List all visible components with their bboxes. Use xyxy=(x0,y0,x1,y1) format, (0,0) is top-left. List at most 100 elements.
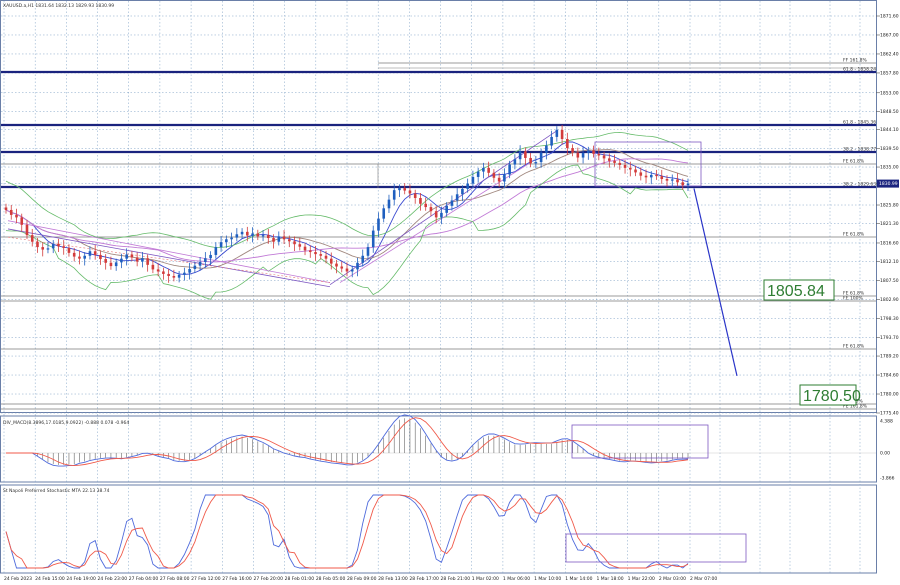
candle-body xyxy=(329,258,333,264)
candle-body xyxy=(665,179,669,181)
time-tick-label: 28 Feb 21:00 xyxy=(441,576,471,582)
time-tick-label: 24 Feb 23:00 xyxy=(98,576,128,582)
candle-body xyxy=(67,247,71,253)
candle-body xyxy=(634,169,637,173)
candle-body xyxy=(655,174,658,177)
target-label-1: 1805.84 xyxy=(767,283,825,300)
candle-body xyxy=(78,256,81,259)
candle-body xyxy=(571,148,574,153)
fib-level-label: 61.8 - 1858.24 xyxy=(843,67,876,73)
target-label-2: 1780.50 xyxy=(803,388,861,405)
candle-body xyxy=(20,217,24,225)
macd-tick-label: 4.388 xyxy=(880,419,893,425)
candle-body xyxy=(120,258,123,263)
candle-body xyxy=(198,261,202,266)
candle-body xyxy=(366,247,370,256)
fib-level-label: FF 161.8% xyxy=(843,58,867,64)
channel-line xyxy=(7,228,331,288)
candle-body xyxy=(508,164,511,175)
candle-body xyxy=(450,200,454,206)
symbol-label: XAUUSD.a,H1 1831.64 1832.13 1829.93 1830… xyxy=(3,3,114,9)
candle-body xyxy=(356,262,359,270)
projection-lines xyxy=(693,188,738,376)
candle-body xyxy=(466,183,469,189)
fib-level-label: 38.2 - 1838.77 xyxy=(843,147,876,153)
price-tick-label: 1844.10 xyxy=(880,127,899,133)
stoch-label: St Napoli Preferred Stochastic MTA 22.13… xyxy=(3,488,110,494)
price-tick-label: 1816.60 xyxy=(880,241,899,247)
time-tick-label: 1 Mar 02:00 xyxy=(472,576,499,582)
candle-body xyxy=(539,152,543,163)
price-tick-label: 1821.30 xyxy=(880,221,899,227)
candle-body xyxy=(240,231,244,235)
price-tick-label: 1775.40 xyxy=(880,411,899,417)
price-tick-label: 1839.50 xyxy=(880,146,899,152)
candle-body xyxy=(398,188,401,191)
candle-body xyxy=(287,239,291,242)
candle-body xyxy=(88,251,92,256)
time-tick-label: 1 Mar 14:00 xyxy=(565,576,592,582)
candle-body xyxy=(9,209,13,215)
candle-body xyxy=(277,236,281,242)
price-tick-label: 1793.70 xyxy=(880,335,899,341)
candle-body xyxy=(93,251,97,255)
candle-body xyxy=(151,264,155,270)
price-overlays xyxy=(5,129,702,300)
candle-body xyxy=(4,207,8,210)
time-tick-label: 27 Feb 12:00 xyxy=(191,576,221,582)
price-tick-label: 1848.50 xyxy=(880,109,899,115)
macd-label: DIV_MACD(8.3896,17.0185,9.0922) -0.888 0… xyxy=(3,420,129,426)
time-tick-label: 27 Feb 16:00 xyxy=(222,576,252,582)
candle-body xyxy=(581,153,585,158)
candle-body xyxy=(529,157,532,164)
candle-body xyxy=(524,151,527,158)
candle-body xyxy=(440,212,443,218)
candle-body xyxy=(256,233,260,237)
price-tick-label: 1857.80 xyxy=(880,71,899,77)
candle-body xyxy=(639,172,643,176)
candle-body xyxy=(246,231,249,236)
candle-body xyxy=(135,257,139,262)
candle-body xyxy=(235,234,239,238)
target-box-1 xyxy=(763,279,835,301)
candle-body xyxy=(371,230,375,248)
candle-body xyxy=(293,241,296,245)
price-tick-label: 1862.40 xyxy=(880,52,899,58)
candle-body xyxy=(156,269,160,272)
current-price-marker xyxy=(877,179,899,188)
candle-body xyxy=(261,235,265,237)
candle-body xyxy=(225,239,228,243)
price-tick-label: 1871.60 xyxy=(880,14,899,20)
candle-body xyxy=(445,205,448,213)
candle-body xyxy=(628,167,632,170)
candle-body xyxy=(125,254,128,259)
candle-body xyxy=(392,190,396,200)
candle-body xyxy=(455,194,459,201)
candle-body xyxy=(25,224,29,236)
fib-level-label: 61.8 - 1845.36 xyxy=(843,120,876,126)
projection-line xyxy=(693,188,738,376)
candle-body xyxy=(408,190,412,194)
candle-body xyxy=(555,129,559,137)
candle-body xyxy=(482,167,485,172)
candle-body xyxy=(72,252,76,257)
time-tick-label: 24 Feb 2023 xyxy=(4,576,32,582)
candle-body xyxy=(282,236,286,240)
candle-body xyxy=(219,242,223,248)
fib-level-label: FE 100% xyxy=(843,296,863,302)
candle-body xyxy=(335,263,338,267)
candle-body xyxy=(303,246,307,251)
current-price-label: 1830.99 xyxy=(879,181,898,187)
price-tick-label: 1812.10 xyxy=(880,259,899,265)
candle-body xyxy=(587,150,590,154)
price-axis: 1871.60 1867.00 1862.40 1857.80 1853.00 1848.… xyxy=(876,14,899,417)
price-tick-label: 1807.50 xyxy=(880,278,899,284)
fib-level-label: FE 61.8% xyxy=(843,232,865,238)
candle-body xyxy=(162,271,165,274)
grid-lines xyxy=(1,1,876,573)
candle-body xyxy=(660,176,664,180)
candle-body xyxy=(314,252,317,255)
candle-body xyxy=(681,182,685,186)
macd-panel-frame xyxy=(0,415,877,483)
